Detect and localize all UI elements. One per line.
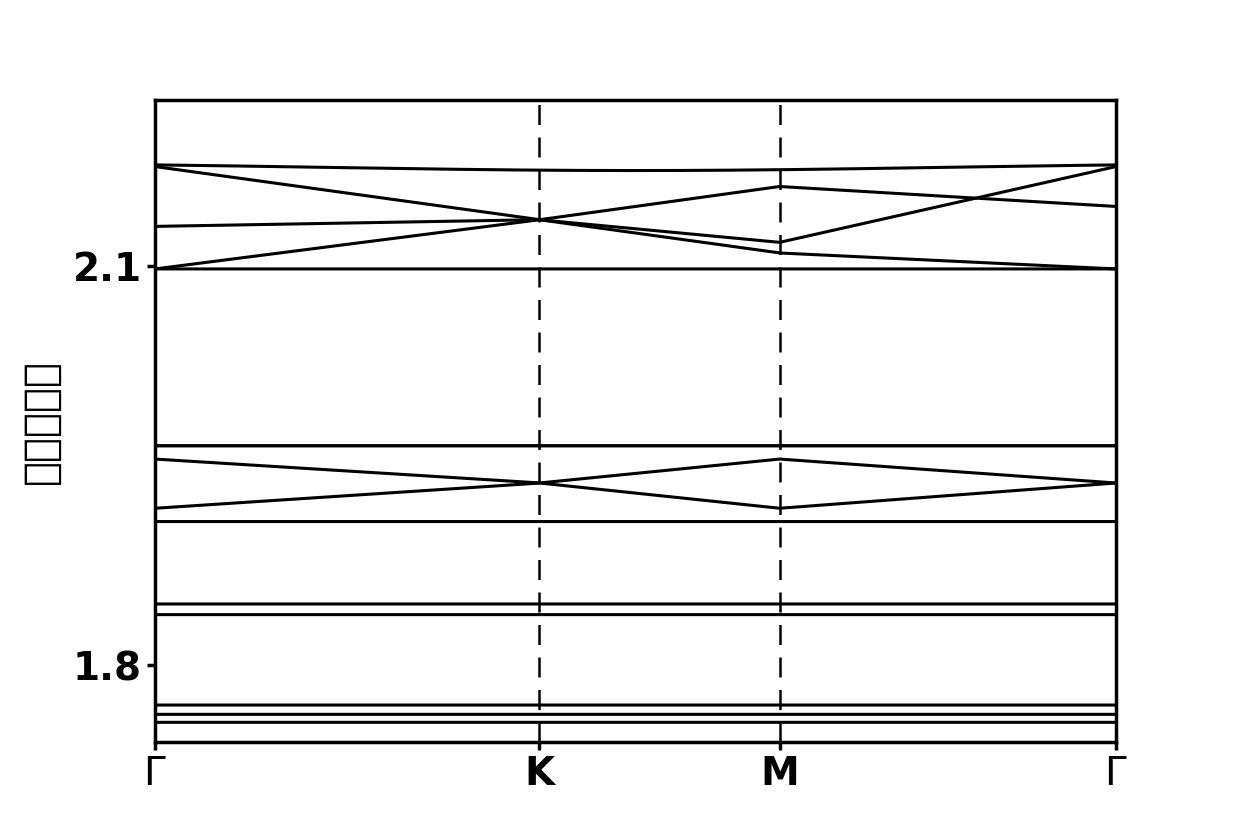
- Y-axis label: 归一化频率: 归一化频率: [20, 359, 62, 484]
